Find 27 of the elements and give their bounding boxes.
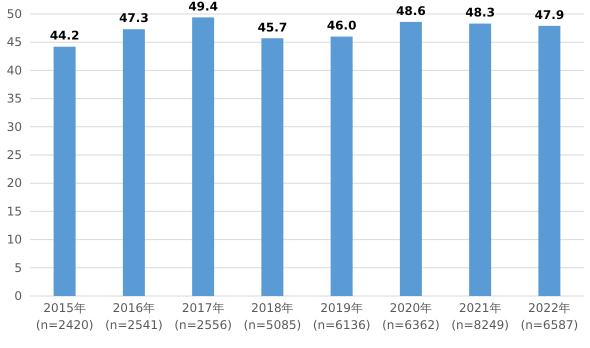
x-tick-label: 2020年 (n=6362) [382,301,440,332]
x-tick-label: 2022年 (n=6587) [520,301,578,332]
data-label: 49.4 [188,0,218,14]
x-tick-label: 2021年 (n=8249) [451,301,509,332]
data-label: 47.3 [119,11,149,26]
y-tick-label: 15 [6,204,22,218]
x-tick-label: 2016年 (n=2541) [105,301,163,332]
data-label: 45.7 [258,20,288,34]
y-tick-label: 50 [6,7,22,21]
y-tick-label: 0 [14,289,22,303]
data-label: 44.2 [50,28,80,43]
x-tick-label: 2018年 (n=5085) [244,301,302,332]
y-tick-label: 35 [6,92,22,106]
x-tick-label: 2015年 (n=2420) [36,301,94,332]
data-label: 47.9 [534,8,564,22]
data-label: 46.0 [326,18,356,33]
y-tick-label: 10 [6,232,22,247]
y-tick-label: 25 [6,148,22,162]
data-label: 48.6 [396,4,426,18]
data-label: 48.3 [465,6,495,20]
x-tick-label: 2019年 (n=6136) [312,301,370,332]
y-tick-label: 45 [6,35,22,50]
y-tick-label: 40 [6,63,22,78]
x-tick-label: 2017年 (n=2556) [174,301,232,332]
y-tick-label: 20 [6,176,22,190]
y-tick-label: 30 [6,120,22,134]
y-tick-label: 5 [14,260,22,275]
